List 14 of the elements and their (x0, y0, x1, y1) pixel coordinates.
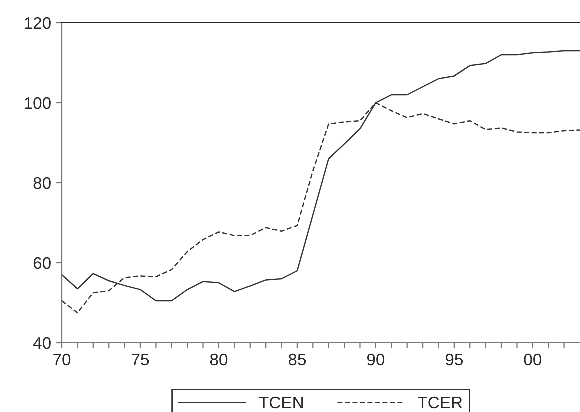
x-tick-label: 85 (288, 354, 306, 366)
x-tick-label: 75 (132, 354, 150, 366)
y-tick-label: 60 (34, 257, 51, 270)
y-tick-label: 80 (34, 177, 51, 190)
x-tick-label: 70 (54, 354, 71, 366)
x-tick-label: 80 (210, 354, 228, 366)
y-tick-label: 100 (25, 97, 51, 110)
y-tick-label: 40 (33, 337, 51, 350)
x-tick-label: 95 (446, 354, 463, 366)
legend-label: TCER (418, 396, 462, 409)
y-tick-label: 120 (25, 17, 51, 30)
legend-label: TCEN (259, 396, 303, 409)
x-tick-label: 90 (367, 354, 385, 366)
x-tick-label: 00 (524, 354, 542, 366)
